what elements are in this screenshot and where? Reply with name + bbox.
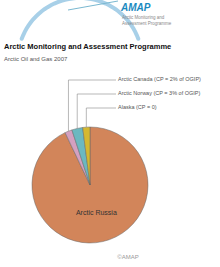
logo-subtext: Assessment Programme — [122, 21, 172, 26]
pie-slice — [72, 127, 90, 185]
leader-line — [77, 94, 116, 128]
copyright: ©AMAP — [117, 254, 138, 260]
logo-needle — [68, 1, 118, 10]
background — [0, 0, 220, 267]
labels: Arctic Russia Arctic Canada (CP = 2% of O… — [68, 76, 201, 216]
pie — [32, 127, 148, 243]
slice-label: Arctic Canada (CP = 2% of OGIP) — [118, 76, 201, 82]
slice-label: Arctic Russia — [76, 209, 117, 216]
pie-slice — [83, 127, 90, 185]
leader-line — [86, 108, 116, 127]
chart: AMAP Arctic Monitoring andAssessment Prog… — [0, 0, 220, 267]
subtitle: Arctic Oil and Gas 2007 — [4, 56, 68, 62]
slice-label: Arctic Norway (CP = 3% of OGIP) — [118, 90, 200, 96]
logo-subtext: Arctic Monitoring and — [122, 15, 165, 20]
logo: AMAP Arctic Monitoring andAssessment Prog… — [22, 0, 172, 39]
slice-label: Alaska (CP = 0) — [118, 104, 157, 110]
title: Arctic Monitoring and Assessment Program… — [4, 42, 171, 51]
logo-text: AMAP — [120, 2, 151, 13]
chart-container: AMAP Arctic Monitoring andAssessment Prog… — [0, 0, 220, 267]
pie-slice — [32, 127, 148, 243]
leader-line — [68, 80, 116, 131]
